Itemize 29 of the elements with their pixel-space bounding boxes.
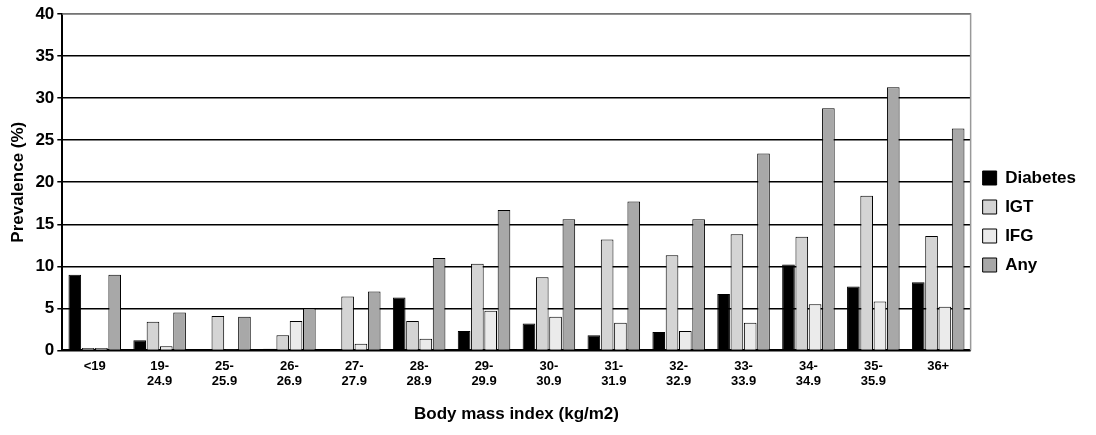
y-tick-label: 5	[44, 298, 55, 318]
x-tick-label: 34-34.9	[795, 357, 822, 389]
y-tick-label: 15	[35, 213, 55, 233]
y-axis-title: Prevalence (%)	[7, 121, 27, 243]
legend-label: Any	[1005, 254, 1038, 274]
x-tick-label: 31-31.9	[601, 357, 627, 389]
x-tick-label: 25-25.9	[211, 357, 238, 389]
y-tick-label: 20	[35, 171, 55, 191]
legend-label: IGT	[1005, 196, 1035, 216]
x-tick-label: 33-33.9	[730, 357, 757, 389]
x-tick-label: 19-24.9	[146, 357, 173, 389]
x-tick-label: 35-35.9	[860, 357, 886, 389]
x-axis-title: Body mass index (kg/m2)	[413, 404, 619, 424]
y-tick-label: 10	[35, 255, 55, 275]
legend-label: Diabetes	[1005, 167, 1077, 187]
y-tick-label: 0	[44, 340, 55, 360]
x-tick-label: <19	[83, 357, 106, 373]
x-tick-label: 36+	[927, 357, 950, 373]
y-tick-label: 35	[35, 45, 55, 65]
legend-label: IFG	[1005, 225, 1034, 245]
x-tick-label: 26-26.9	[276, 357, 303, 389]
y-tick-label: 40	[35, 3, 55, 23]
x-tick-label: 30-30.9	[536, 357, 562, 389]
x-tick-label: 32-32.9	[666, 357, 692, 389]
y-tick-label: 25	[35, 129, 55, 149]
x-tick-label: 27-27.9	[341, 357, 367, 389]
y-tick-label: 30	[35, 87, 55, 107]
x-tick-label: 28-28.9	[406, 357, 432, 389]
x-tick-label: 29-29.9	[471, 357, 497, 389]
